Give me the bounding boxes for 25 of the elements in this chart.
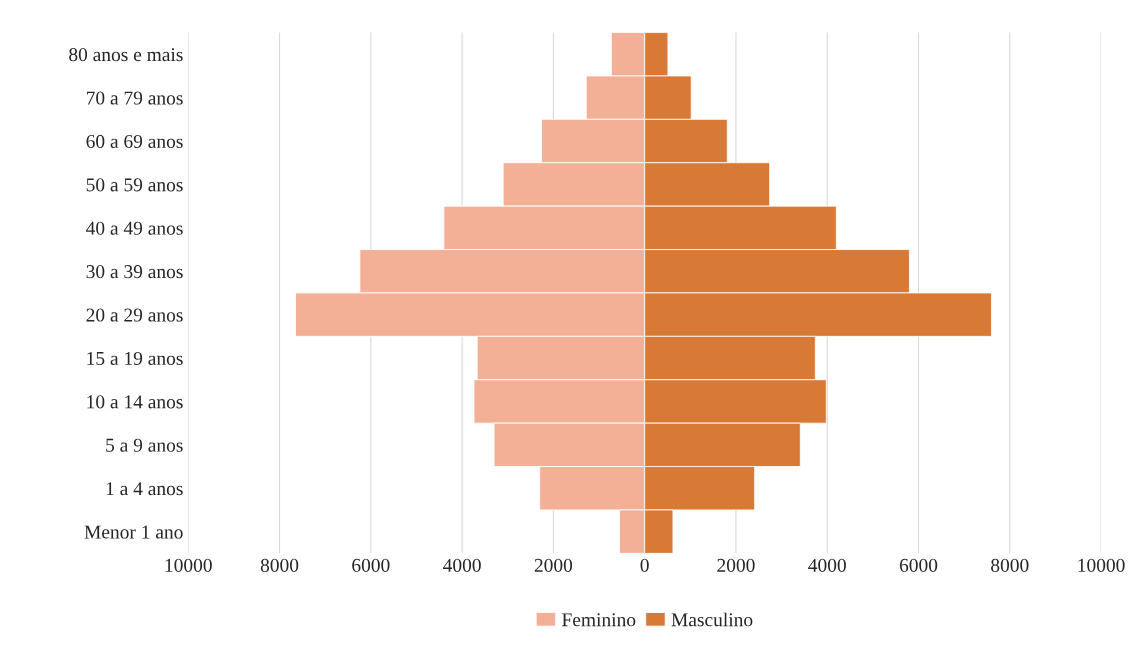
x-tick-label: 10000 [165, 558, 212, 572]
y-tick-label: 60 a 69 anos [86, 134, 183, 148]
y-tick-label: 50 a 59 anos [86, 178, 183, 192]
x-tick-label: 2000 [717, 558, 755, 572]
y-tick-label: 40 a 49 anos [86, 221, 183, 235]
y-tick-label: 70 a 79 anos [86, 91, 183, 105]
x-tick-label: 8000 [260, 558, 299, 572]
y-tick-label: 20 a 29 anos [86, 308, 183, 322]
x-tick-label: 6000 [899, 558, 938, 572]
x-tick-label: 0 [640, 558, 649, 572]
legend-label: Masculino [671, 612, 753, 627]
x-tick-label: 4000 [808, 558, 846, 572]
y-tick-label: 80 anos e mais [69, 48, 183, 62]
x-tick-label: 4000 [443, 558, 481, 572]
y-tick-label: 30 a 39 anos [86, 265, 183, 279]
y-tick-label: 5 a 9 anos [106, 438, 183, 452]
legend-label: Feminino [562, 613, 636, 627]
y-tick-label: 15 a 19 anos [87, 351, 183, 365]
y-tick-label: Menor 1 ano [84, 525, 183, 539]
x-tick-label: 2000 [534, 558, 573, 572]
x-tick-label: 6000 [352, 558, 390, 572]
x-tick-label: 10000 [1078, 558, 1125, 572]
y-tick-label: 1 a 4 anos [106, 482, 183, 496]
y-tick-label: 10 a 14 anos [87, 395, 183, 409]
x-tick-label: 8000 [991, 558, 1029, 572]
